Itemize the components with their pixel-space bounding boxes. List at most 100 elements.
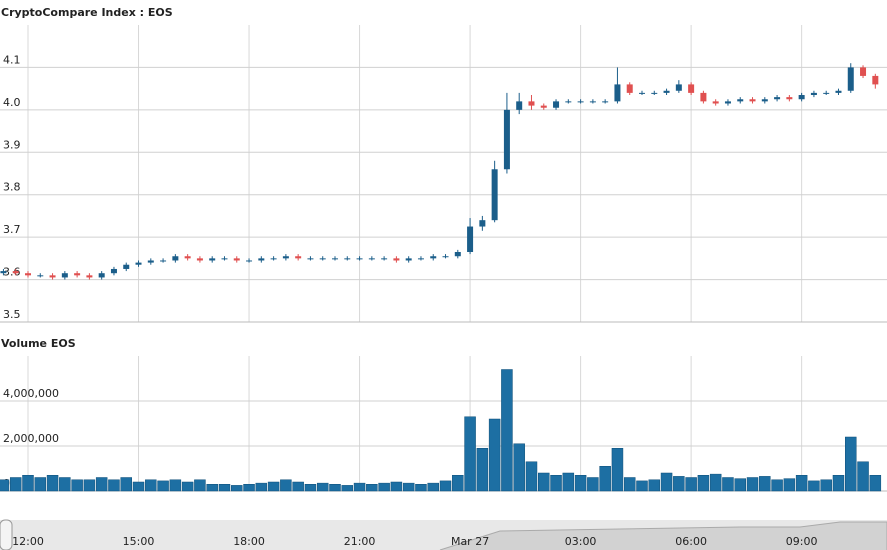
candle-body — [503, 109, 510, 170]
candle-body — [798, 95, 805, 100]
candle-body — [37, 275, 44, 277]
volume-bar — [366, 484, 378, 492]
volume-title: Volume EOS — [1, 337, 76, 350]
volume-bar — [660, 472, 673, 492]
x-tick-label: 12:00 — [12, 535, 44, 548]
candle-body — [479, 220, 486, 227]
candle-body — [614, 84, 621, 102]
volume-bar — [95, 477, 108, 492]
candle-body — [724, 101, 731, 104]
volume-bar — [845, 436, 857, 492]
volume-bar — [390, 481, 403, 492]
candle-body — [528, 101, 535, 106]
volume-bar — [255, 482, 268, 492]
volume-bar — [304, 484, 317, 492]
candle-body — [282, 256, 289, 259]
candle-body — [381, 258, 388, 260]
candle-body — [172, 256, 179, 261]
volume-bar — [0, 479, 10, 492]
volume-bar — [513, 443, 525, 492]
candle-body — [0, 271, 7, 274]
candle-body — [602, 101, 609, 103]
candle-body — [344, 258, 351, 260]
volume-bar — [587, 477, 599, 492]
volume-bar — [759, 476, 771, 492]
volume-bar — [34, 477, 47, 492]
volume-bar — [71, 479, 83, 492]
volume-bar — [378, 482, 390, 492]
candle-body — [712, 101, 719, 104]
candle-body — [25, 273, 31, 276]
candle-body — [540, 105, 547, 108]
candle-body — [147, 260, 154, 263]
x-tick-label: 18:00 — [233, 535, 265, 548]
volume-bar — [169, 479, 182, 492]
volume-bar — [538, 472, 550, 492]
candle-body — [847, 67, 854, 91]
candle-body — [86, 275, 93, 278]
volume-bar — [22, 475, 34, 492]
candle-body — [430, 256, 437, 259]
y-tick-label: 4.1 — [3, 53, 21, 66]
volume-bar — [869, 475, 882, 492]
candle-body — [639, 92, 645, 94]
volume-bar — [132, 481, 145, 492]
candle-body — [209, 258, 216, 261]
volume-bar — [734, 478, 746, 492]
volume-bar — [746, 477, 759, 492]
candle-body — [196, 258, 203, 261]
volume-bar — [292, 481, 304, 492]
volume-bar — [599, 466, 611, 492]
x-tick-label: 15:00 — [123, 535, 155, 548]
candle-body — [270, 258, 277, 260]
candle-body — [393, 258, 400, 261]
candle-body — [233, 258, 240, 261]
candle-body — [307, 258, 314, 260]
volume-bar — [685, 477, 697, 492]
volume-bar — [145, 479, 157, 492]
volume-bar — [181, 481, 194, 492]
candle-body — [417, 258, 424, 260]
candle-body — [810, 92, 817, 96]
volume-bar — [9, 477, 22, 492]
candle-body — [553, 101, 560, 108]
candle-body — [454, 251, 461, 257]
volume-bar — [280, 479, 292, 492]
volume-bar — [464, 416, 476, 492]
volume-bar — [832, 475, 845, 492]
y-tick-label: 3.7 — [3, 223, 21, 236]
candle-body — [626, 84, 633, 93]
y-tick-label: 3.5 — [3, 308, 21, 321]
candle-body — [565, 101, 572, 103]
candle-body — [589, 101, 596, 103]
candle-body — [246, 260, 253, 262]
volume-bar — [783, 478, 796, 492]
volume-bar — [267, 481, 280, 492]
volume-bar — [623, 477, 636, 492]
candle-body — [577, 101, 584, 103]
volume-bar — [341, 485, 354, 492]
volume-bar — [722, 477, 734, 492]
volume-bar — [697, 475, 710, 492]
candle-body — [774, 97, 781, 100]
candle-body — [860, 67, 867, 76]
y-tick-label: 3.8 — [3, 181, 21, 194]
candle-body — [737, 99, 744, 102]
volume-bar — [329, 484, 341, 492]
candle-body — [700, 92, 707, 102]
volume-bar — [108, 479, 120, 492]
navigator-handle[interactable] — [0, 519, 13, 550]
candle-body — [786, 97, 793, 100]
candle-body — [823, 92, 830, 94]
candle-body — [368, 258, 375, 260]
volume-bar — [525, 461, 538, 492]
candle-body — [12, 271, 19, 274]
x-tick-label: 09:00 — [786, 535, 818, 548]
volume-bar — [316, 482, 329, 492]
volume-bar — [820, 479, 832, 492]
candle-body — [872, 75, 879, 85]
candle-body — [98, 273, 105, 278]
volume-bar — [501, 369, 513, 492]
candle-body — [491, 169, 498, 221]
